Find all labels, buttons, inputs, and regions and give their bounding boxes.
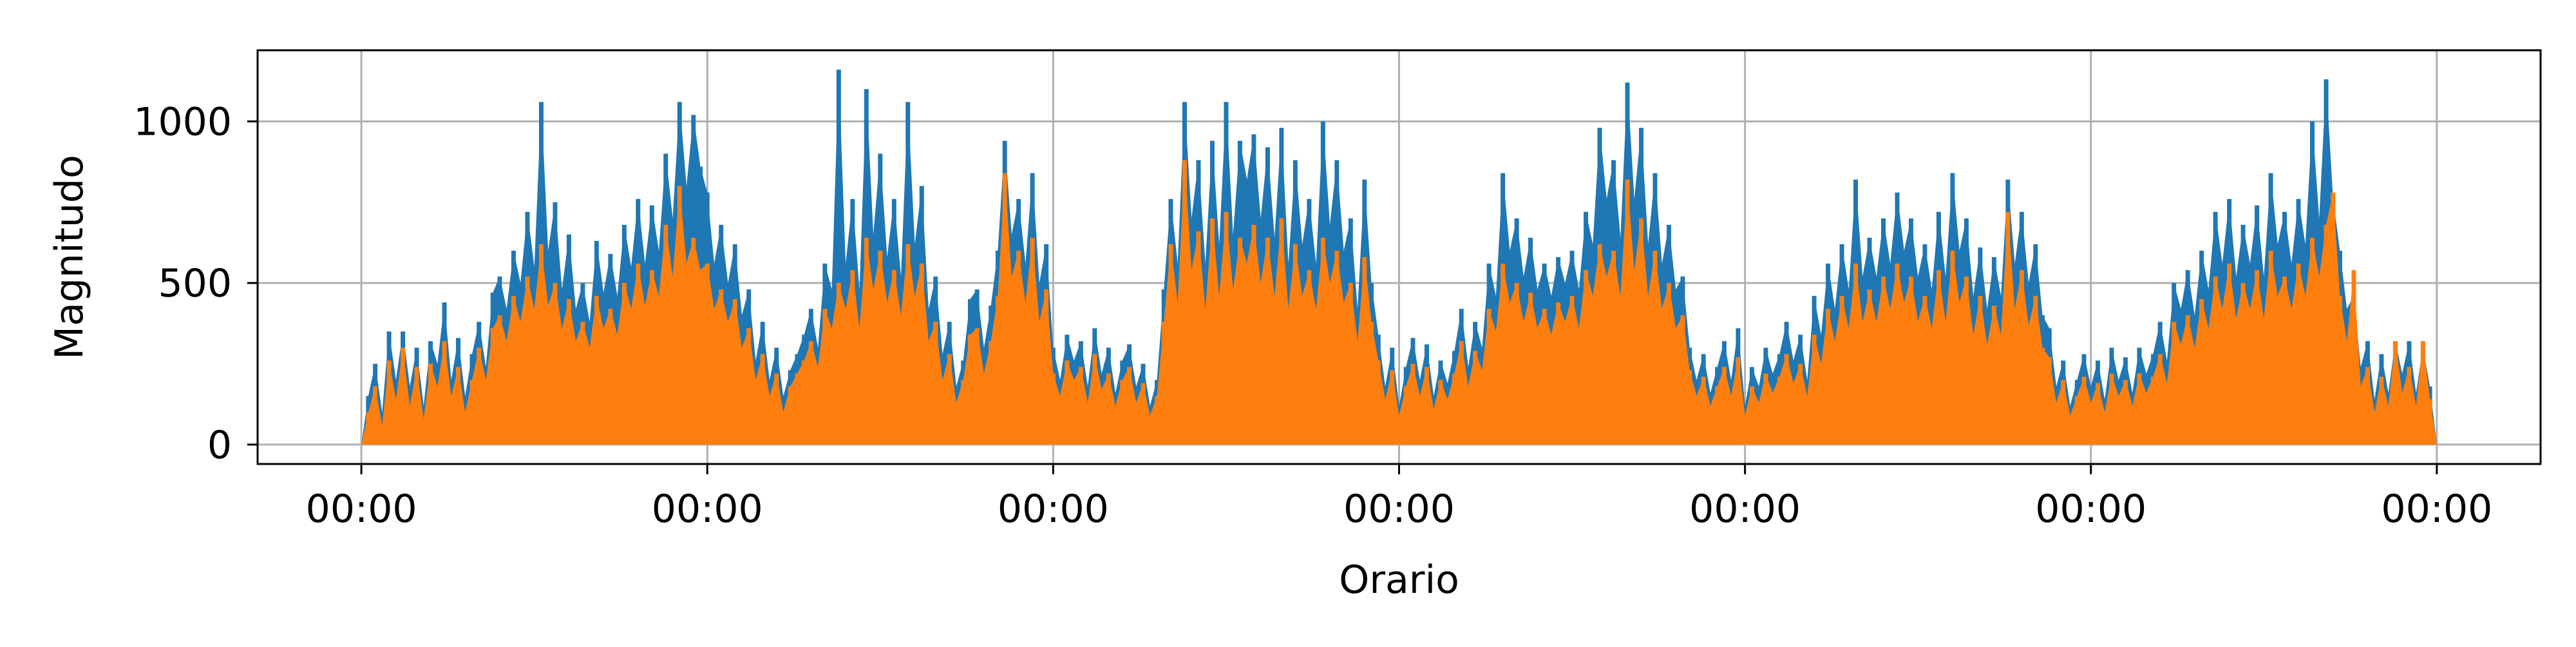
series-2 (361, 160, 2437, 445)
y-tick-label: 1000 (133, 99, 232, 144)
y-tick-label: 0 (207, 423, 232, 468)
x-tick-label: 00:00 (998, 487, 1109, 532)
plot-series-group (361, 70, 2437, 445)
y-axis-label: Magnitudo (47, 155, 92, 360)
x-tick-label: 00:00 (1343, 487, 1455, 532)
x-tick-label: 00:00 (1689, 487, 1801, 532)
tick-labels-group: 00:00 00:00 00:00 00:00 00:00 00:00 00:00 0 500 1… (133, 99, 2492, 532)
x-tick-label: 00:00 (2381, 487, 2492, 532)
x-tick-label: 00:00 (2035, 487, 2146, 532)
x-tick-label: 00:00 (306, 487, 417, 532)
y-tick-label: 500 (158, 261, 232, 306)
x-axis-label: Orario (1339, 557, 1459, 603)
x-tick-label: 00:00 (652, 487, 763, 532)
tick-marks-group (247, 120, 2438, 474)
